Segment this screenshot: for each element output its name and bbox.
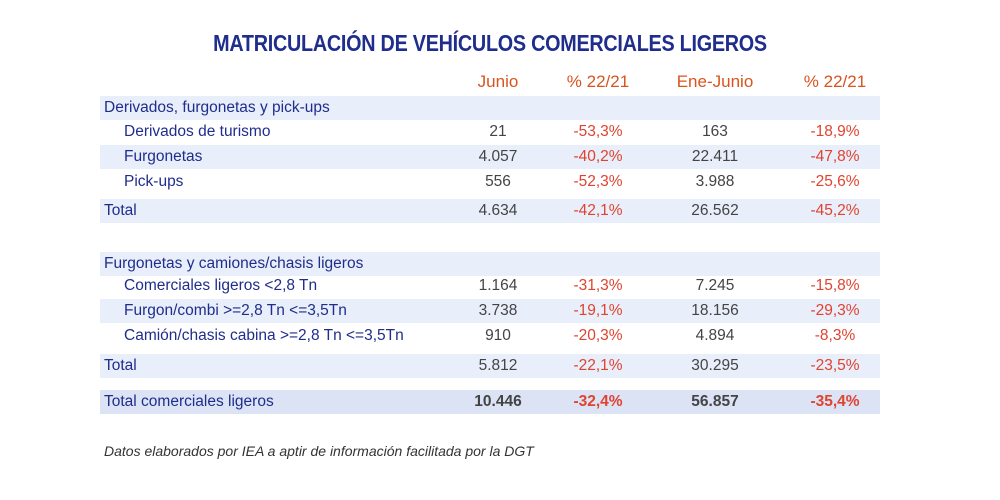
ene-junio-value: 7.245 [695,277,735,294]
ene-junio-value: 56.857 [691,393,739,410]
junio-value: 4.634 [478,202,518,219]
ene-junio-pct: -47,8% [810,148,860,165]
row-label: Derivados de turismo [124,123,271,140]
ene-junio-pct: -8,3% [814,327,856,344]
column-header-ene-junio: Ene-Junio [676,72,754,91]
total-label: Total [104,357,137,374]
ene-junio-value: 4.894 [695,327,735,344]
junio-value: 10.446 [474,393,522,410]
ene-junio-value: 18.156 [691,302,739,319]
table-row: Furgon/combi >=2,8 Tn <=3,5Tn 3.738 -19,… [100,299,880,323]
junio-pct: -20,3% [573,327,623,344]
junio-pct: -31,3% [573,277,623,294]
total-row: Total 4.634 -42,1% 26.562 -45,2% [100,199,880,223]
ene-junio-pct: -45,2% [810,202,860,219]
section-heading-row: Furgonetas y camiones/chasis ligeros [100,252,880,276]
table-row: Pick-ups 556 -52,3% 3.988 -25,6% [100,170,880,194]
ene-junio-value: 30.295 [691,357,739,374]
row-label: Comerciales ligeros <2,8 Tn [124,277,318,294]
junio-pct: -32,4% [573,393,623,410]
row-label: Camión/chasis cabina >=2,8 Tn <=3,5Tn [124,327,404,344]
junio-pct: -22,1% [573,357,623,374]
junio-value: 4.057 [478,148,518,165]
table-row: Furgonetas 4.057 -40,2% 22.411 -47,8% [100,145,880,169]
junio-value: 5.812 [478,357,518,374]
table-row: Camión/chasis cabina >=2,8 Tn <=3,5Tn 91… [100,324,880,348]
row-label: Furgonetas [124,148,203,165]
row-label: Furgon/combi >=2,8 Tn <=3,5Tn [124,302,347,319]
ene-junio-pct: -25,6% [810,173,860,190]
table-row: Derivados de turismo 21 -53,3% 163 -18,9… [100,120,880,144]
source-footnote: Datos elaborados por IEA a aptir de info… [104,443,534,459]
column-header-pct-junio: % 22/21 [566,72,630,91]
junio-pct: -40,2% [573,148,623,165]
row-label: Pick-ups [124,173,184,190]
column-header-pct-ene-junio: % 22/21 [803,72,867,91]
page-title: MATRICULACIÓN DE VEHÍCULOS COMERCIALES L… [213,30,767,56]
ene-junio-pct: -18,9% [810,123,860,140]
junio-pct: -19,1% [573,302,623,319]
ene-junio-value: 26.562 [691,202,739,219]
junio-pct: -52,3% [573,173,623,190]
junio-value: 556 [485,173,511,190]
ene-junio-pct: -29,3% [810,302,860,319]
total-row: Total 5.812 -22,1% 30.295 -23,5% [100,354,880,378]
grand-total-row: Total comerciales ligeros 10.446 -32,4% … [100,390,880,414]
ene-junio-pct: -35,4% [810,393,860,410]
section-heading: Furgonetas y camiones/chasis ligeros [104,255,364,272]
total-label: Total [104,202,137,219]
section-heading-row: Derivados, furgonetas y pick-ups [100,96,880,120]
ene-junio-pct: -23,5% [810,357,860,374]
ene-junio-value: 163 [702,123,728,140]
ene-junio-value: 3.988 [695,173,735,190]
column-header-junio: Junio [477,72,519,91]
section-heading: Derivados, furgonetas y pick-ups [104,99,330,116]
table-row: Comerciales ligeros <2,8 Tn 1.164 -31,3%… [100,274,880,298]
grand-total-label: Total comerciales ligeros [104,393,274,410]
ene-junio-pct: -15,8% [810,277,860,294]
junio-value: 21 [489,123,507,140]
column-header-row: Junio % 22/21 Ene-Junio % 22/21 [100,70,880,94]
junio-pct: -42,1% [573,202,623,219]
junio-value: 1.164 [478,277,518,294]
junio-pct: -53,3% [573,123,623,140]
junio-value: 3.738 [478,302,518,319]
ene-junio-value: 22.411 [691,148,739,165]
junio-value: 910 [485,327,511,344]
